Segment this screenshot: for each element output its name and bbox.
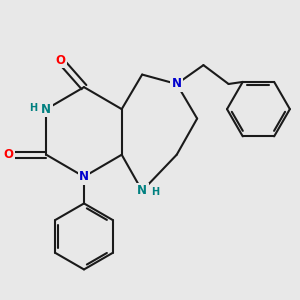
Text: O: O xyxy=(4,148,14,161)
Text: N: N xyxy=(172,77,182,91)
Text: N: N xyxy=(137,184,147,197)
Text: H: H xyxy=(152,187,160,197)
Text: H: H xyxy=(29,103,37,113)
Text: O: O xyxy=(56,54,65,67)
Text: N: N xyxy=(79,170,89,183)
Text: N: N xyxy=(41,103,51,116)
